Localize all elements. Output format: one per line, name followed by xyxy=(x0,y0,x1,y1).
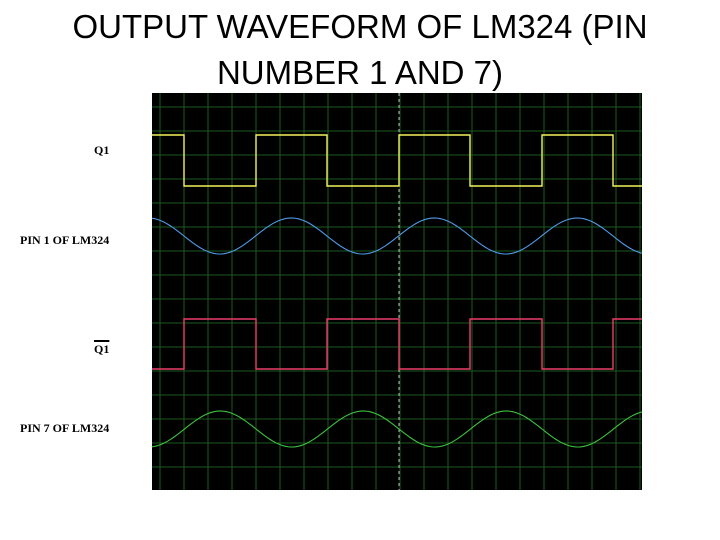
slide-title-line-1: OUTPUT WAVEFORM OF LM324 (PIN xyxy=(72,8,648,45)
grid xyxy=(152,93,642,490)
trace-pin-7 xyxy=(152,410,642,448)
trace-q1-bar xyxy=(152,318,642,370)
label-q1-bar: Q1 xyxy=(94,342,110,356)
slide-title: OUTPUT WAVEFORM OF LM324 (PIN NUMBER 1 A… xyxy=(0,4,720,96)
label-pin-1: PIN 1 OF LM324 xyxy=(20,233,110,247)
label-q1: Q1 xyxy=(94,143,110,157)
label-pin-7: PIN 7 OF LM324 xyxy=(20,421,110,435)
trace-q1 xyxy=(152,134,642,187)
screen-background xyxy=(152,93,642,490)
trace-pin-1 xyxy=(152,217,642,255)
oscilloscope-screen xyxy=(152,93,642,490)
slide-title-line-2: NUMBER 1 AND 7) xyxy=(216,54,504,91)
oscilloscope-plot xyxy=(152,93,642,490)
